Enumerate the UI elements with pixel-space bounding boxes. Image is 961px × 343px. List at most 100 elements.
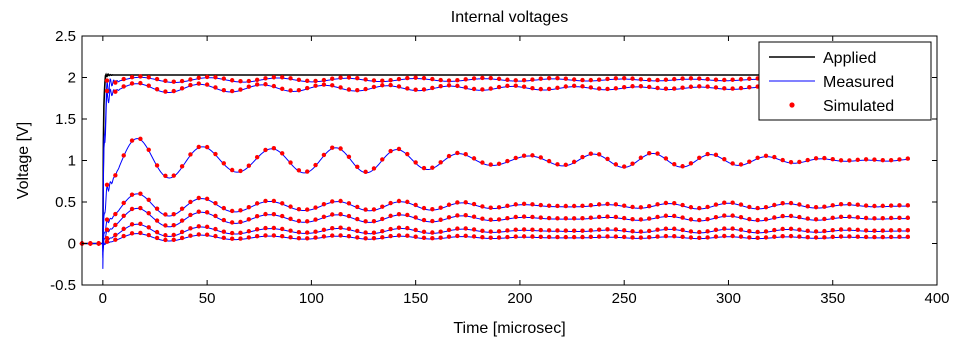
- simulated-point: [113, 89, 118, 94]
- simulated-point: [446, 215, 452, 220]
- simulated-point: [880, 157, 885, 163]
- simulated-point: [805, 204, 810, 209]
- x-tick-label: 300: [716, 290, 741, 307]
- simulated-point: [847, 214, 852, 219]
- simulated-point: [138, 230, 143, 236]
- simulated-point: [755, 205, 760, 211]
- simulated-point: [546, 158, 552, 164]
- simulated-point: [488, 162, 493, 167]
- simulated-point: [388, 233, 393, 239]
- simulated-point: [638, 83, 644, 89]
- simulated-point: [663, 200, 669, 206]
- simulated-point: [722, 213, 727, 218]
- simulated-point: [672, 226, 677, 231]
- simulated-point: [638, 235, 644, 240]
- simulated-point: [138, 136, 143, 142]
- simulated-point: [480, 87, 485, 92]
- simulated-point: [546, 203, 552, 208]
- simulated-point: [113, 211, 118, 217]
- simulated-point: [388, 200, 393, 206]
- simulated-point: [338, 85, 343, 90]
- simulated-point: [605, 201, 610, 207]
- simulated-point: [121, 226, 126, 232]
- simulated-point: [229, 230, 235, 236]
- simulated-point: [788, 233, 794, 239]
- simulated-point: [188, 152, 193, 157]
- simulated-point: [713, 77, 719, 82]
- simulated-point: [396, 84, 402, 89]
- simulated-point: [446, 83, 452, 88]
- simulated-point: [496, 217, 502, 222]
- simulated-point: [321, 234, 327, 239]
- simulated-point: [346, 154, 352, 159]
- simulated-point: [521, 227, 527, 232]
- simulated-point: [296, 77, 302, 82]
- simulated-point: [330, 233, 335, 238]
- simulated-point: [705, 151, 710, 157]
- simulated-point: [713, 227, 719, 233]
- simulated-point: [655, 227, 660, 232]
- simulated-point: [371, 166, 377, 171]
- simulated-point: [571, 83, 577, 89]
- simulated-point: [888, 157, 894, 163]
- simulated-point: [713, 202, 719, 207]
- simulated-point: [805, 234, 810, 240]
- simulated-point: [280, 226, 285, 232]
- simulated-point: [421, 235, 427, 240]
- simulated-point: [121, 153, 126, 158]
- simulated-point: [363, 207, 368, 212]
- x-tick-label: 350: [820, 290, 845, 307]
- simulated-point: [680, 202, 685, 208]
- simulated-point: [263, 147, 268, 153]
- simulated-point: [446, 202, 452, 207]
- simulated-point: [446, 78, 452, 83]
- simulated-point: [488, 235, 493, 240]
- simulated-point: [146, 75, 151, 80]
- simulated-point: [455, 150, 460, 156]
- simulated-point: [813, 217, 819, 222]
- simulated-point: [179, 86, 185, 91]
- simulated-point: [563, 216, 568, 221]
- simulated-point: [863, 215, 869, 221]
- simulated-point: [163, 89, 168, 94]
- simulated-point: [613, 234, 619, 239]
- simulated-point: [421, 75, 427, 81]
- simulated-point: [455, 83, 460, 89]
- simulated-point: [296, 218, 302, 224]
- simulated-series: [79, 221, 910, 246]
- simulated-point: [471, 234, 477, 239]
- simulated-point: [254, 213, 260, 219]
- simulated-point: [388, 148, 393, 154]
- simulated-point: [788, 213, 794, 219]
- simulated-point: [196, 144, 201, 150]
- simulated-point: [455, 78, 460, 83]
- simulated-point: [438, 217, 443, 222]
- simulated-point: [104, 78, 110, 83]
- simulated-point: [546, 86, 552, 92]
- simulated-point: [555, 162, 560, 167]
- simulated-point: [263, 76, 268, 81]
- simulated-point: [596, 234, 602, 239]
- simulated-point: [772, 215, 777, 220]
- simulated-point: [763, 204, 769, 210]
- simulated-point: [663, 233, 669, 239]
- simulated-point: [104, 239, 110, 244]
- simulated-point: [705, 235, 710, 240]
- simulated-point: [513, 83, 518, 88]
- simulated-point: [538, 202, 543, 208]
- simulated-point: [113, 232, 118, 238]
- simulated-point: [121, 84, 126, 89]
- simulated-point: [430, 85, 435, 91]
- simulated-point: [430, 207, 435, 212]
- simulated-point: [338, 146, 343, 151]
- simulated-point: [113, 80, 118, 85]
- simulated-point: [780, 226, 785, 232]
- simulated-point: [705, 216, 710, 222]
- simulated-point: [363, 219, 368, 224]
- simulated-point: [730, 77, 735, 82]
- simulated-point: [430, 235, 435, 241]
- simulated-point: [822, 228, 827, 234]
- simulated-point: [488, 205, 493, 210]
- simulated-point: [605, 76, 610, 82]
- simulated-point: [538, 227, 543, 233]
